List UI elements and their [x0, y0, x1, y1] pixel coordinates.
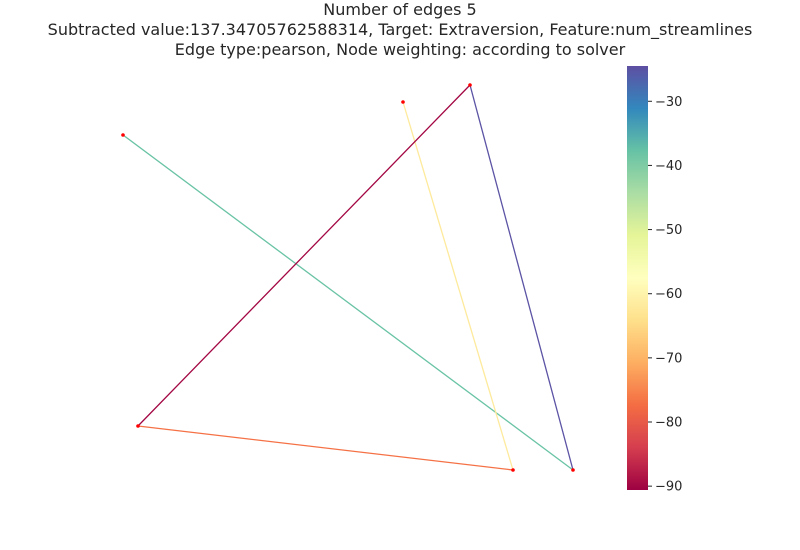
- title-line-2: Subtracted value:137.34705762588314, Tar…: [47, 20, 753, 39]
- node-n1: [121, 133, 125, 137]
- colorbar-tick-label: −50: [655, 223, 682, 238]
- node-n5: [511, 468, 515, 472]
- colorbar-tick-label: −80: [655, 416, 682, 431]
- title-line-1: Number of edges 5: [323, 0, 477, 19]
- colorbar-tick-label: −70: [655, 351, 682, 366]
- node-n2: [136, 424, 140, 428]
- title-line-3: Edge type:pearson, Node weighting: accor…: [174, 40, 626, 59]
- colorbar-tick-label: −30: [655, 95, 682, 110]
- edge-n4-n6: [469, 84, 574, 471]
- edge-n3-n5: [402, 101, 514, 471]
- colorbar: −30 −40 −50 −60 −70 −80 −90: [627, 66, 682, 495]
- colorbar-tick-label: −60: [655, 287, 682, 302]
- node-n6: [571, 468, 575, 472]
- nodes-layer: [121, 83, 575, 472]
- edge-n2-n4: [137, 84, 471, 427]
- edge-n1-n6: [122, 134, 574, 471]
- colorbar-ticks: −30 −40 −50 −60 −70 −80 −90: [648, 95, 682, 495]
- colorbar-gradient: [627, 66, 648, 490]
- edge-n2-n5: [137, 425, 514, 471]
- node-n4: [468, 83, 472, 87]
- colorbar-tick-label: −40: [655, 159, 682, 174]
- colorbar-tick-label: −90: [655, 480, 682, 495]
- node-n3: [401, 100, 405, 104]
- edges-layer: [122, 84, 574, 471]
- chart-title: Number of edges 5 Subtracted value:137.3…: [0, 0, 800, 60]
